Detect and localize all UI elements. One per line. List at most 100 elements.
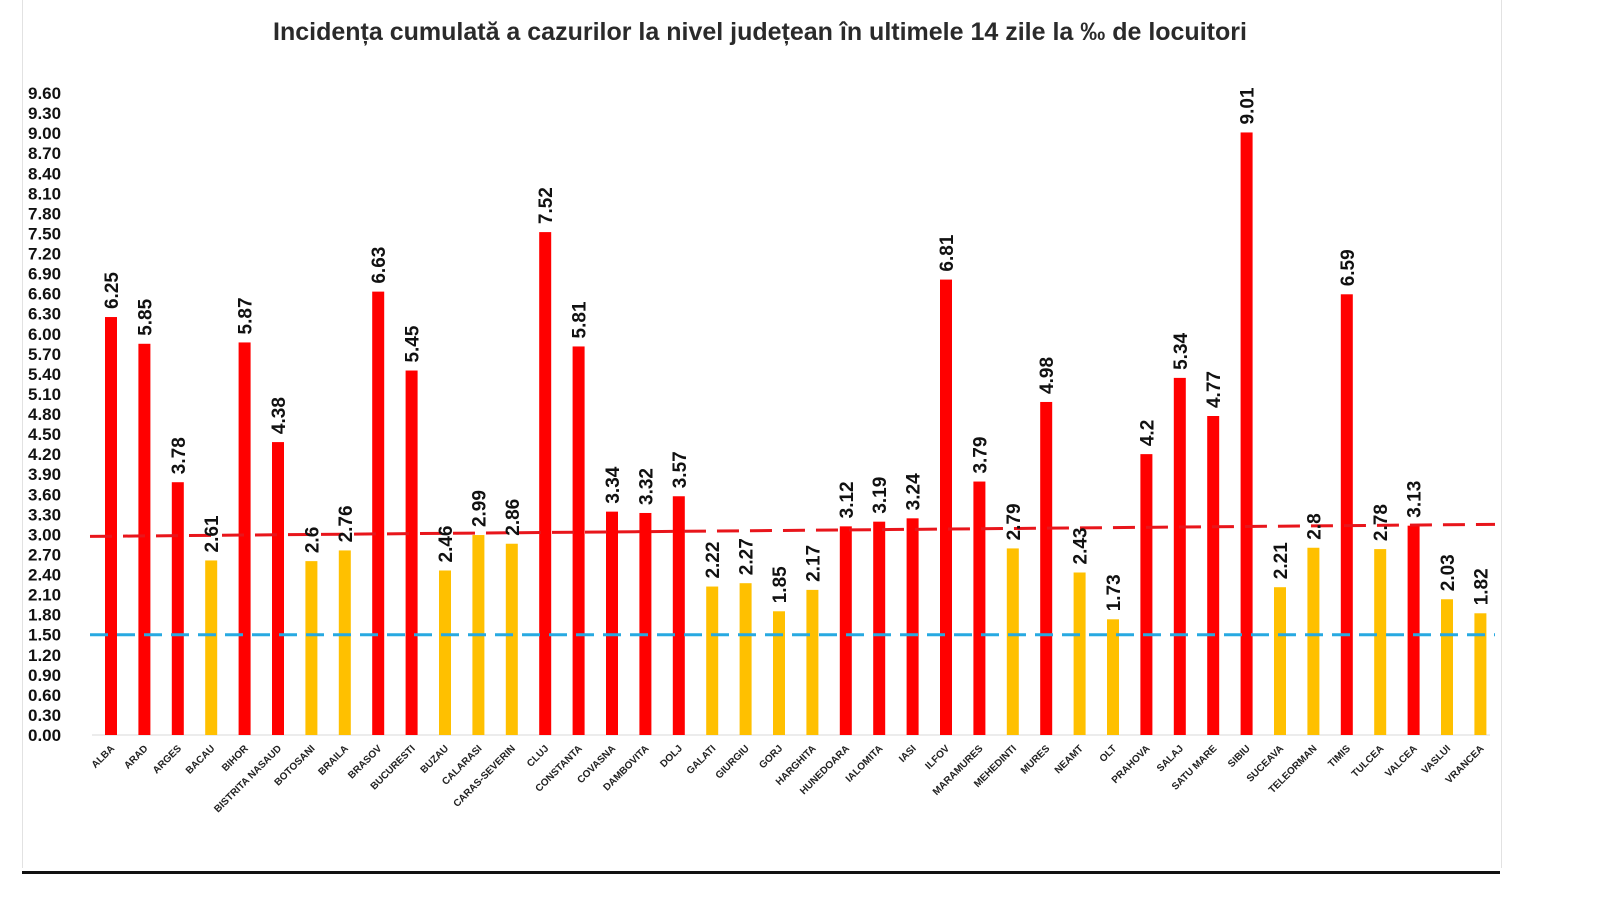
bar	[1474, 613, 1487, 735]
x-tick-label: VALCEA	[1383, 743, 1419, 779]
data-label: 4.2	[1137, 420, 1158, 446]
x-tick-label: ARGES	[151, 743, 184, 776]
data-label: 2.21	[1271, 542, 1292, 579]
x-tick-label: DOLJ	[658, 743, 685, 770]
x-tick-label: GORJ	[757, 743, 785, 771]
bar	[572, 346, 585, 735]
bar	[1073, 572, 1086, 735]
y-tick-label: 4.20	[28, 445, 61, 464]
y-tick-label: 7.50	[28, 224, 61, 243]
data-label: 2.27	[737, 538, 758, 575]
bar	[338, 550, 351, 735]
bar	[839, 526, 852, 735]
y-tick-label: 3.90	[28, 465, 61, 484]
x-tick-label: BUZAU	[419, 743, 452, 776]
data-label: 4.38	[269, 397, 290, 434]
x-tick-label: ILFOV	[924, 743, 953, 772]
x-tick-label: SIBIU	[1226, 743, 1253, 770]
x-tick-label: OLT	[1098, 743, 1119, 764]
data-label: 3.78	[169, 437, 190, 474]
y-axis: 0.000.300.600.901.201.501.802.102.40 2.70…	[28, 84, 1490, 745]
x-tick-label: CARAS-SEVERIN	[452, 743, 518, 809]
data-label: 6.81	[937, 234, 958, 271]
y-tick-label: 8.70	[28, 144, 61, 163]
x-tick-label: ALBA	[90, 743, 117, 770]
data-label: 3.19	[870, 477, 891, 514]
bar	[1140, 454, 1153, 735]
reference-lines	[89, 522, 1496, 637]
data-label: 6.25	[102, 272, 123, 309]
bar	[906, 518, 919, 735]
bar	[505, 543, 518, 735]
x-tick-label: BACAU	[184, 743, 217, 776]
bar	[1407, 525, 1420, 735]
data-label: 5.81	[570, 301, 591, 338]
y-tick-label: 9.30	[28, 104, 61, 123]
bar	[372, 291, 385, 735]
bar	[171, 482, 184, 735]
bar	[1006, 548, 1019, 735]
y-tick-label: 5.40	[28, 365, 61, 384]
bar	[1107, 619, 1119, 735]
data-label: 5.34	[1171, 332, 1192, 369]
bar	[1340, 294, 1353, 735]
data-label: 7.52	[536, 187, 557, 224]
bar	[138, 343, 151, 735]
bar	[1441, 599, 1453, 735]
x-tick-label: IASI	[897, 743, 919, 765]
bar	[973, 481, 986, 735]
data-label: 3.32	[636, 468, 657, 505]
data-label: 9.01	[1238, 87, 1259, 124]
bar	[873, 521, 886, 735]
data-label: 2.03	[1438, 554, 1459, 591]
bar	[606, 511, 618, 735]
y-tick-label: 5.10	[28, 385, 61, 404]
y-tick-label: 7.80	[28, 204, 61, 223]
data-label: 2.61	[202, 515, 223, 552]
bar	[672, 496, 685, 735]
y-tick-label: 8.10	[28, 184, 61, 203]
y-tick-label: 3.00	[28, 525, 61, 544]
y-tick-label: 5.70	[28, 345, 61, 364]
data-label: 2.17	[803, 545, 824, 582]
bar	[773, 611, 785, 735]
y-tick-label: 1.20	[28, 646, 61, 665]
x-tick-label: CLUJ	[525, 743, 551, 769]
chart-frame	[22, 0, 1502, 868]
y-tick-label: 2.10	[28, 586, 61, 605]
data-label: 2.43	[1071, 528, 1092, 565]
data-label: 2.8	[1304, 513, 1325, 539]
data-label: 4.98	[1037, 357, 1058, 394]
x-tick-label: VASLUI	[1420, 743, 1453, 776]
data-label: 1.73	[1104, 574, 1125, 611]
bar	[1207, 416, 1220, 735]
y-tick-label: 0.90	[28, 666, 61, 685]
y-tick-label: 9.60	[28, 84, 61, 103]
bar	[806, 589, 819, 735]
data-label: 6.59	[1338, 249, 1359, 286]
y-tick-label: 4.80	[28, 405, 61, 424]
x-tick-label: SALAJ	[1155, 743, 1186, 774]
data-label: 3.79	[970, 437, 991, 474]
data-label: 2.78	[1371, 504, 1392, 541]
y-tick-label: 0.00	[28, 726, 61, 745]
x-tick-label: ARAD	[122, 743, 150, 771]
bar	[1307, 547, 1320, 735]
y-tick-label: 7.20	[28, 245, 61, 264]
data-label: 1.82	[1471, 568, 1492, 605]
data-label: 6.63	[369, 247, 390, 284]
bar	[1173, 377, 1186, 735]
x-tick-label: BIHOR	[220, 743, 251, 774]
bar	[405, 370, 418, 735]
data-label: 2.86	[503, 499, 524, 536]
bottom-rule	[22, 871, 1500, 874]
bar	[639, 512, 652, 735]
y-tick-label: 2.40	[28, 566, 61, 585]
data-label: 2.22	[703, 542, 724, 579]
data-label: 4.77	[1204, 371, 1225, 408]
y-tick-label: 8.40	[28, 164, 61, 183]
data-label: 3.24	[904, 473, 925, 510]
bar	[940, 279, 952, 735]
bar	[539, 232, 552, 735]
chart-title: Incidența cumulată a cazurilor la nivel …	[273, 18, 1247, 46]
